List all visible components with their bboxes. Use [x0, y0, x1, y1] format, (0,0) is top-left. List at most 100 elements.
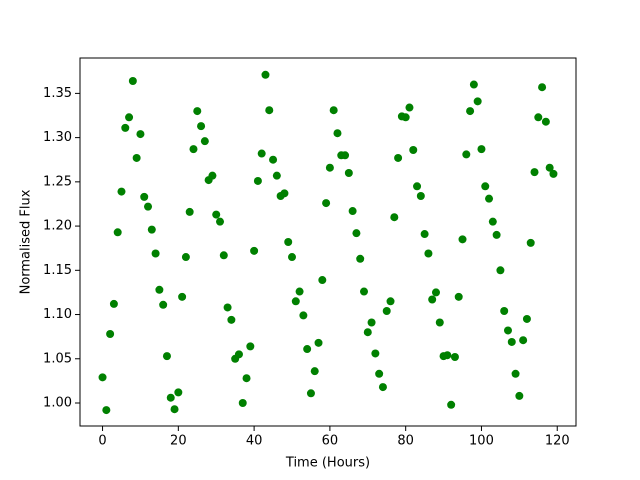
x-tick-label: 120: [545, 434, 570, 449]
x-tick-label: 100: [469, 434, 494, 449]
point: [526, 238, 535, 247]
point: [329, 106, 338, 115]
point: [466, 107, 475, 116]
point: [219, 251, 228, 260]
point: [178, 292, 187, 301]
point: [443, 351, 452, 360]
y-tick-label: 1.25: [43, 174, 72, 189]
point: [136, 130, 145, 139]
x-tick-label: 20: [170, 434, 187, 449]
x-axis-label: Time (Hours): [285, 456, 370, 471]
point: [306, 389, 315, 398]
point: [250, 246, 259, 255]
point: [98, 373, 107, 382]
y-tick-label: 1.10: [43, 307, 72, 322]
point: [496, 266, 505, 275]
point: [469, 80, 478, 89]
point: [416, 192, 425, 200]
point: [420, 230, 429, 239]
point: [405, 103, 414, 112]
point: [450, 353, 459, 361]
point: [181, 253, 190, 262]
point: [492, 230, 501, 239]
point: [125, 113, 134, 122]
point: [155, 285, 164, 294]
point: [234, 350, 243, 359]
point: [132, 153, 141, 162]
point: [284, 238, 293, 246]
point: [485, 194, 494, 203]
point: [117, 187, 126, 196]
point: [413, 182, 422, 191]
point: [174, 388, 183, 397]
point: [280, 189, 289, 198]
point: [428, 295, 437, 304]
point: [390, 213, 399, 222]
x-tick-label: 40: [246, 434, 263, 449]
y-axis-label: Normalised Flux: [19, 189, 34, 294]
y-tick-label: 1.15: [43, 263, 72, 278]
x-tick-label: 60: [322, 434, 339, 449]
point: [359, 287, 368, 296]
point: [348, 207, 357, 216]
point: [541, 117, 550, 126]
point: [534, 113, 543, 122]
point: [170, 405, 179, 414]
point: [162, 352, 171, 361]
point: [500, 307, 509, 315]
point: [261, 70, 270, 79]
point: [269, 155, 278, 164]
point: [522, 314, 531, 323]
point: [481, 182, 490, 191]
point: [325, 163, 334, 172]
point: [212, 210, 221, 219]
point: [530, 168, 539, 177]
point: [473, 97, 482, 106]
point: [208, 171, 217, 180]
point: [200, 137, 209, 146]
point: [147, 225, 156, 234]
point: [272, 171, 281, 180]
point: [394, 153, 403, 162]
point: [216, 217, 225, 226]
point: [223, 303, 232, 312]
point: [166, 393, 175, 402]
point: [356, 254, 365, 263]
point: [265, 106, 274, 115]
point: [409, 146, 418, 154]
point: [288, 253, 297, 262]
point: [193, 107, 202, 116]
point: [113, 228, 122, 237]
plot-frame: [79, 57, 577, 427]
point: [121, 123, 130, 132]
y-tick-label: 1.20: [43, 219, 72, 234]
point: [503, 326, 512, 335]
point: [197, 122, 206, 131]
point: [291, 297, 300, 306]
point: [144, 202, 153, 211]
point: [352, 229, 361, 238]
point: [515, 391, 524, 400]
point: [378, 383, 387, 392]
point: [238, 399, 247, 407]
point: [159, 300, 168, 309]
point: [511, 369, 520, 378]
point: [303, 345, 312, 354]
point: [424, 249, 433, 258]
y-tick-label: 1.05: [43, 351, 72, 366]
point: [367, 318, 376, 327]
x-tick-label: 0: [98, 434, 106, 449]
point: [102, 406, 111, 415]
point: [246, 342, 255, 351]
point: [447, 400, 456, 409]
x-tick-label: 80: [397, 434, 414, 449]
point: [106, 330, 115, 338]
point: [549, 169, 558, 178]
point: [382, 307, 391, 315]
point: [314, 338, 323, 347]
point: [545, 163, 554, 172]
point: [109, 299, 118, 308]
